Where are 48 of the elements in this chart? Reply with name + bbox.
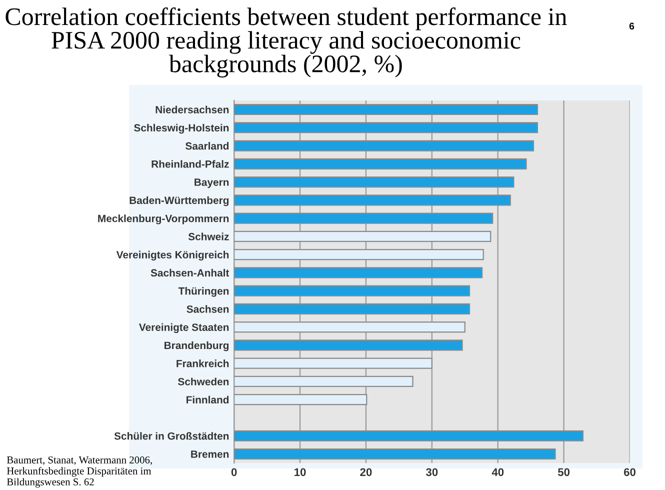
bar [234,122,538,134]
y-tick-label: Schüler in Großstädten [114,432,229,440]
y-tick-label: Bayern [194,178,229,188]
bar [234,285,470,296]
y-tick-label: Frankreich [176,360,229,368]
y-tick-label: Sachsen [186,305,229,313]
bar [234,230,492,242]
y-tick-label: Schweiz [188,232,229,240]
x-tick-label: 0 [231,468,237,476]
chart-title: Correlation coefficients between student performance in PISA 2000 reading literacy and socioeconomic backgrounds (2002, %) [6,7,567,78]
y-tick-label: Sachsen-Anhalt [150,268,230,277]
y-tick-label: Brandenburg [164,341,229,352]
y-tick-label: Schweden [178,378,229,386]
x-tick-label: 30 [426,468,438,476]
y-tick-label: Schleswig-Holstein [134,124,229,134]
bar [234,194,511,206]
y-tick-label: Mecklenburg-Vorpommern [98,214,229,224]
bar [234,448,556,460]
bar [234,267,483,278]
bar [234,303,470,314]
text: 6 [629,22,634,30]
y-tick-label: Saarland [186,142,229,150]
bar [234,376,414,388]
x-tick-label: 40 [492,468,504,476]
text: Baumert, Stanat, Watermann 2006, Herkunftsbedingte Disparitäten im Bildungswesen S. 62 [6,456,152,488]
bar [234,358,432,369]
y-tick-label: Thüringen [178,287,229,297]
y-tick-label: Vereinigte Staaten [138,323,229,334]
bar [234,322,466,333]
y-tick-label: Niedersachsen [156,106,229,114]
y-tick-label: Vereinigtes Königreich [116,250,229,261]
x-tick-label: 20 [360,468,372,476]
bar [234,176,514,188]
y-tick-label: Bremen [191,450,229,458]
bar [234,104,538,116]
bar [234,394,368,406]
x-tick-label: 10 [294,468,306,476]
y-tick-label: Rheinland-Pfalz [152,160,229,168]
bar [234,430,584,442]
x-tick-label: 60 [624,468,636,476]
y-tick-label: Baden-Württemberg [130,196,229,206]
bar [234,158,527,170]
bar [234,249,484,260]
bar [234,140,534,152]
y-tick-label: Finnland [186,396,229,404]
bar [234,340,463,351]
x-tick-label: 50 [558,468,570,476]
bar [234,212,494,224]
